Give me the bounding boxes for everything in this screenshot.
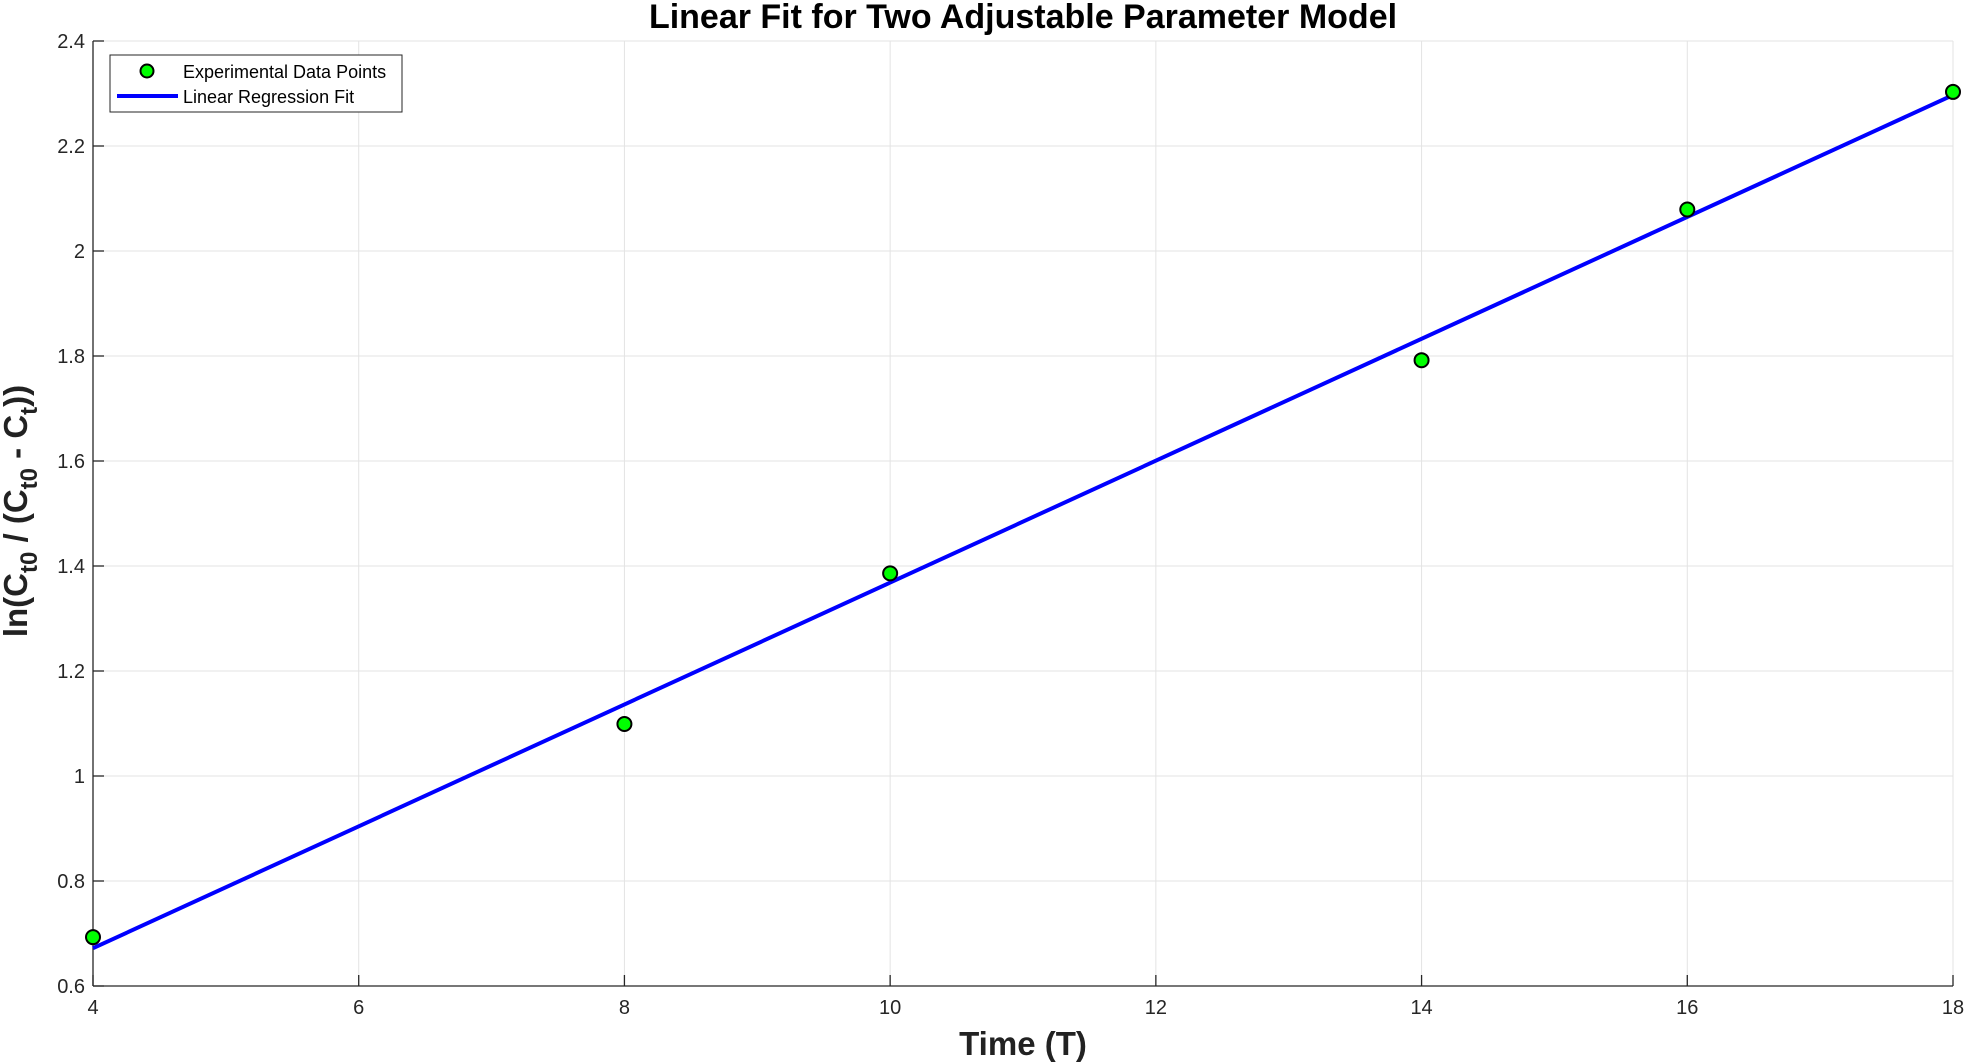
x-axis-label: Time (T)	[959, 1025, 1087, 1062]
legend: Experimental Data Points Linear Regressi…	[109, 54, 403, 113]
y-tick-label: 2	[74, 241, 85, 263]
y-tick-label: 0.8	[57, 871, 85, 893]
x-tick-label: 16	[1676, 997, 1698, 1019]
legend-marker-experimental	[139, 63, 155, 79]
y-tick-label: 1.6	[57, 451, 85, 473]
axes-frame	[92, 41, 1953, 987]
y-tick-label: 2.4	[57, 31, 85, 53]
series-points	[85, 83, 1961, 946]
y-tick-label: 2.2	[57, 136, 85, 158]
legend-label-fit: Linear Regression Fit	[183, 87, 354, 107]
data-point	[616, 716, 633, 733]
regression-line	[92, 93, 1954, 951]
data-point	[85, 929, 101, 946]
ticks: 4 6 8 10 12 14 16 18 0.6 0.8 1 1.2 1.4 1.6 1.8 2 2.2 2.4	[57, 31, 1964, 1019]
data-point	[1945, 83, 1961, 100]
chart-title: Linear Fit for Two Adjustable Parameter …	[649, 0, 1397, 36]
data-point	[882, 565, 899, 582]
y-axis-label: ln(Ct0 / (Ct0 - Ct))	[0, 385, 43, 637]
x-tick-label: 12	[1145, 997, 1167, 1019]
data-point	[1413, 352, 1430, 369]
legend-label-experimental: Experimental Data Points	[183, 62, 386, 82]
x-tick-label: 18	[1942, 997, 1964, 1019]
plot-area	[93, 41, 1953, 986]
x-tick-label: 6	[353, 997, 364, 1019]
legend-box	[109, 54, 403, 113]
y-tick-label: 1	[74, 766, 85, 788]
y-tick-label: 1.2	[57, 661, 85, 683]
series-lines	[92, 93, 1954, 951]
data-point	[1679, 201, 1696, 218]
x-tick-label: 14	[1410, 997, 1432, 1019]
x-tick-label: 8	[619, 997, 630, 1019]
x-tick-label: 4	[87, 997, 98, 1019]
x-tick-label: 10	[879, 997, 901, 1019]
y-tick-label: 0.6	[57, 976, 85, 998]
y-tick-label: 1.8	[57, 346, 85, 368]
y-tick-label: 1.4	[57, 556, 85, 578]
